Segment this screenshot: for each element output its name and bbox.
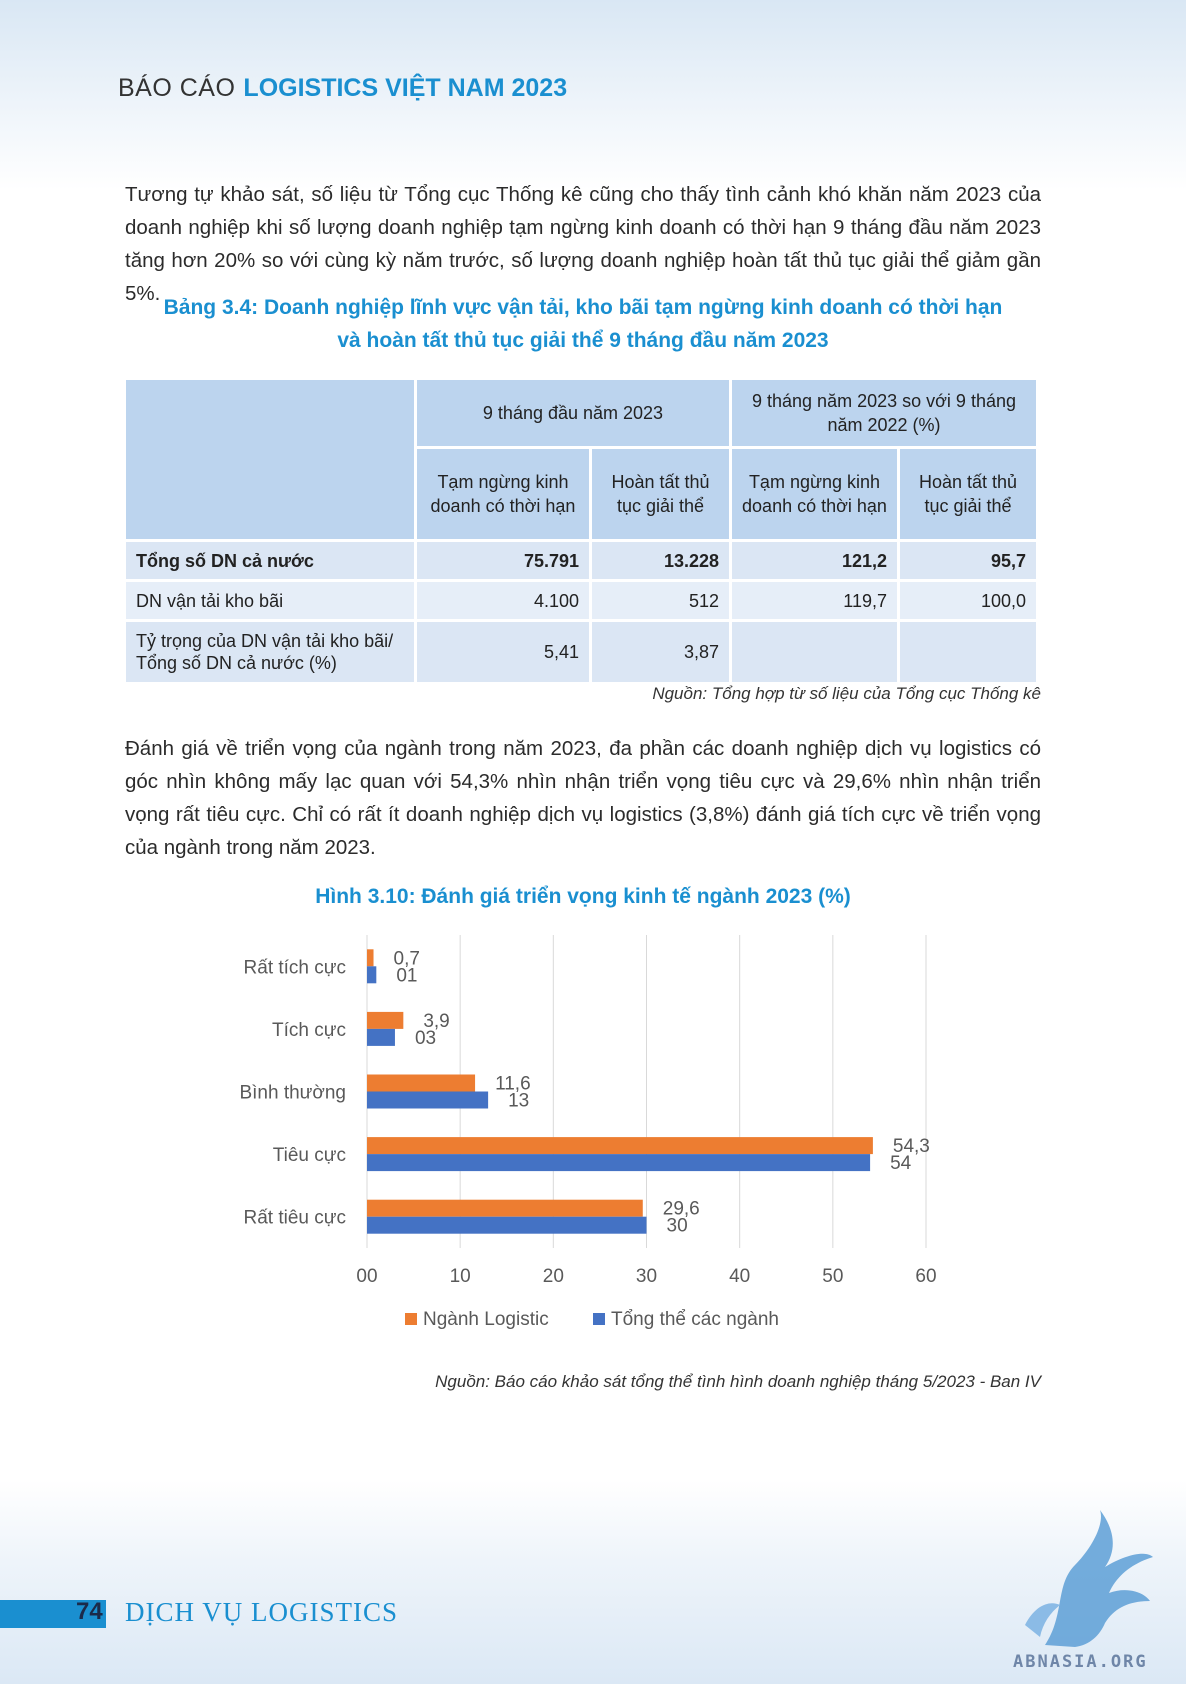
bar xyxy=(367,1011,404,1029)
x-tick-label: 30 xyxy=(636,1266,657,1287)
table-cell: 121,2 xyxy=(732,542,897,579)
page-number: 74 xyxy=(76,1598,103,1625)
footer-section-title: DỊCH VỤ LOGISTICS xyxy=(125,1597,399,1627)
dragon-logo xyxy=(1025,1510,1153,1647)
table-cell: 13.228 xyxy=(592,542,729,579)
x-tick-label: 40 xyxy=(729,1266,750,1287)
table-row: Tỷ trọng của DN vận tải kho bãi/ Tổng số… xyxy=(126,622,1036,682)
category-label: Rất tiêu cực xyxy=(244,1208,346,1229)
table-cell xyxy=(900,622,1036,682)
bar xyxy=(367,1199,643,1217)
data-label: 29,6 xyxy=(663,1199,700,1220)
bar xyxy=(367,1137,873,1155)
watermark: ABNASIA.ORG xyxy=(1013,1652,1148,1672)
legend-swatch xyxy=(593,1313,605,1325)
table-row: DN vận tải kho bãi 4.100 512 119,7 100,0 xyxy=(126,582,1036,619)
table-cell: 95,7 xyxy=(900,542,1036,579)
data-label: 03 xyxy=(415,1028,436,1049)
data-label: 01 xyxy=(396,965,417,986)
bar xyxy=(367,966,377,984)
table-cell: 512 xyxy=(592,582,729,619)
legend-label: Ngành Logistic xyxy=(423,1309,549,1330)
bar xyxy=(367,1154,871,1172)
table-cell: 119,7 xyxy=(732,582,897,619)
footer-band xyxy=(0,1480,1186,1684)
paragraph-2: Đánh giá về triển vọng của ngành trong n… xyxy=(125,737,1041,859)
data-label: 54 xyxy=(890,1153,912,1174)
x-tick-label: 00 xyxy=(356,1266,377,1287)
bar xyxy=(367,1074,476,1092)
table-row-label: Tỷ trọng của DN vận tải kho bãi/ Tổng số… xyxy=(126,622,414,682)
table-subheader-3: Tạm ngừng kinh doanh có thời hạn xyxy=(732,449,897,539)
table-subheader-1: Tạm ngừng kinh doanh có thời hạn xyxy=(417,449,589,539)
table-header-row-1: 9 tháng đầu năm 2023 9 tháng năm 2023 so… xyxy=(126,380,1036,539)
category-label: Tiêu cực xyxy=(273,1145,346,1166)
table-caption-line1: Bảng 3.4: Doanh nghiệp lĩnh vực vận tải,… xyxy=(163,296,1003,319)
footer-accent-bar xyxy=(0,1600,106,1628)
table-header-empty xyxy=(126,380,414,539)
table-caption: Bảng 3.4: Doanh nghiệp lĩnh vực vận tải,… xyxy=(125,291,1041,357)
bar xyxy=(367,1028,395,1046)
data-label: 3,9 xyxy=(423,1011,449,1032)
category-label: Tích cực xyxy=(272,1020,346,1041)
paragraph-1: Tương tự khảo sát, số liệu từ Tổng cục T… xyxy=(125,183,1041,305)
category-label: Rất tích cực xyxy=(244,957,346,978)
table-row-label: DN vận tải kho bãi xyxy=(126,582,414,619)
data-label: 30 xyxy=(667,1216,688,1237)
data-label: 0,7 xyxy=(394,948,420,969)
data-label: 11,6 xyxy=(495,1074,531,1095)
table-cell: 100,0 xyxy=(900,582,1036,619)
legend-label: Tổng thể các ngành xyxy=(611,1309,779,1330)
x-tick-label: 20 xyxy=(543,1266,564,1287)
table-subheader-2: Hoàn tất thủ tục giải thể xyxy=(592,449,729,539)
chart-title: Hình 3.10: Đánh giá triển vọng kinh tế n… xyxy=(315,885,851,908)
data-label: 54,3 xyxy=(893,1136,930,1157)
bar xyxy=(367,1091,489,1109)
table-cell: 4.100 xyxy=(417,582,589,619)
table-row: Tổng số DN cả nước 75.791 13.228 121,2 9… xyxy=(126,542,1036,579)
x-tick-label: 10 xyxy=(450,1266,471,1287)
data-table: 9 tháng đầu năm 2023 9 tháng năm 2023 so… xyxy=(123,377,1039,685)
table-cell: 3,87 xyxy=(592,622,729,682)
table-caption-line2: và hoàn tất thủ tục giải thể 9 tháng đầu… xyxy=(337,329,829,352)
bar xyxy=(367,949,374,967)
report-header-light: BÁO CÁO xyxy=(118,74,236,102)
table-source: Nguồn: Tổng hợp từ số liệu của Tổng cục … xyxy=(652,684,1041,703)
x-tick-label: 60 xyxy=(915,1266,936,1287)
report-header: BÁO CÁO LOGISTICS VIỆT NAM 2023 xyxy=(118,74,567,103)
table-subheader-4: Hoàn tất thủ tục giải thể xyxy=(900,449,1036,539)
category-label: Bình thường xyxy=(239,1083,346,1104)
table-header-row-2: Tạm ngừng kinh doanh có thời hạn Hoàn tấ… xyxy=(126,449,1036,539)
table-group-header-2: 9 tháng năm 2023 so với 9 tháng năm 2022… xyxy=(732,380,1036,446)
legend-swatch xyxy=(405,1313,417,1325)
header-band xyxy=(0,0,1186,190)
table-cell xyxy=(732,622,897,682)
bar xyxy=(367,1216,647,1234)
chart-source: Nguồn: Báo cáo khảo sát tổng thể tình hì… xyxy=(435,1372,1041,1391)
table-cell: 75.791 xyxy=(417,542,589,579)
x-tick-label: 50 xyxy=(822,1266,843,1287)
outlook-bar-chart: 00 10 20 30 40 50 60 Rất tích cực 0,701 Tích cực 3… xyxy=(239,935,937,1330)
table-group-header-1: 9 tháng đầu năm 2023 xyxy=(417,380,729,446)
table-cell: 5,41 xyxy=(417,622,589,682)
data-label: 13 xyxy=(508,1091,529,1112)
table-row-label: Tổng số DN cả nước xyxy=(126,542,414,579)
report-header-bold: LOGISTICS VIỆT NAM 2023 xyxy=(243,74,568,102)
